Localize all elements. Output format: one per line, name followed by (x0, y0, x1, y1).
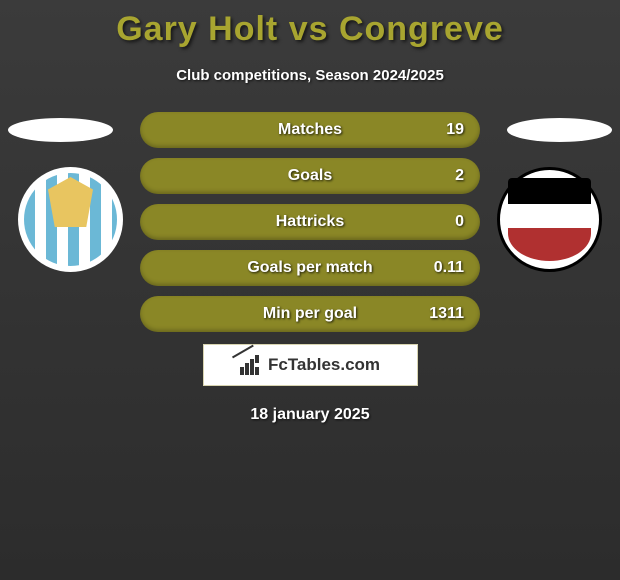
stat-label: Min per goal (263, 305, 357, 323)
page-title: Gary Holt vs Congreve (0, 0, 620, 49)
stats-container: Matches 19 Goals 2 Hattricks 0 Goals per… (140, 112, 480, 332)
stat-row-goals: Goals 2 (140, 158, 480, 194)
content-area: Matches 19 Goals 2 Hattricks 0 Goals per… (0, 112, 620, 424)
stat-label: Goals per match (247, 259, 372, 277)
club-badge-left (18, 167, 123, 272)
stat-value: 0 (455, 213, 464, 231)
stat-value: 1311 (429, 305, 464, 323)
stat-row-gpm: Goals per match 0.11 (140, 250, 480, 286)
stat-value: 2 (455, 167, 464, 185)
stat-row-hattricks: Hattricks 0 (140, 204, 480, 240)
stat-value: 0.11 (434, 259, 464, 277)
club-badge-right (497, 167, 602, 272)
stat-row-matches: Matches 19 (140, 112, 480, 148)
stat-label: Matches (278, 121, 342, 139)
date-label: 18 january 2025 (0, 406, 620, 424)
stat-row-mpg: Min per goal 1311 (140, 296, 480, 332)
player-left-oval (8, 118, 113, 142)
brand-attribution[interactable]: FcTables.com (203, 344, 418, 386)
stat-value: 19 (446, 121, 464, 139)
page-subtitle: Club competitions, Season 2024/2025 (0, 67, 620, 84)
stat-label: Hattricks (276, 213, 344, 231)
brand-text: FcTables.com (268, 355, 380, 375)
chart-icon (240, 355, 262, 375)
player-right-oval (507, 118, 612, 142)
stat-label: Goals (288, 167, 332, 185)
